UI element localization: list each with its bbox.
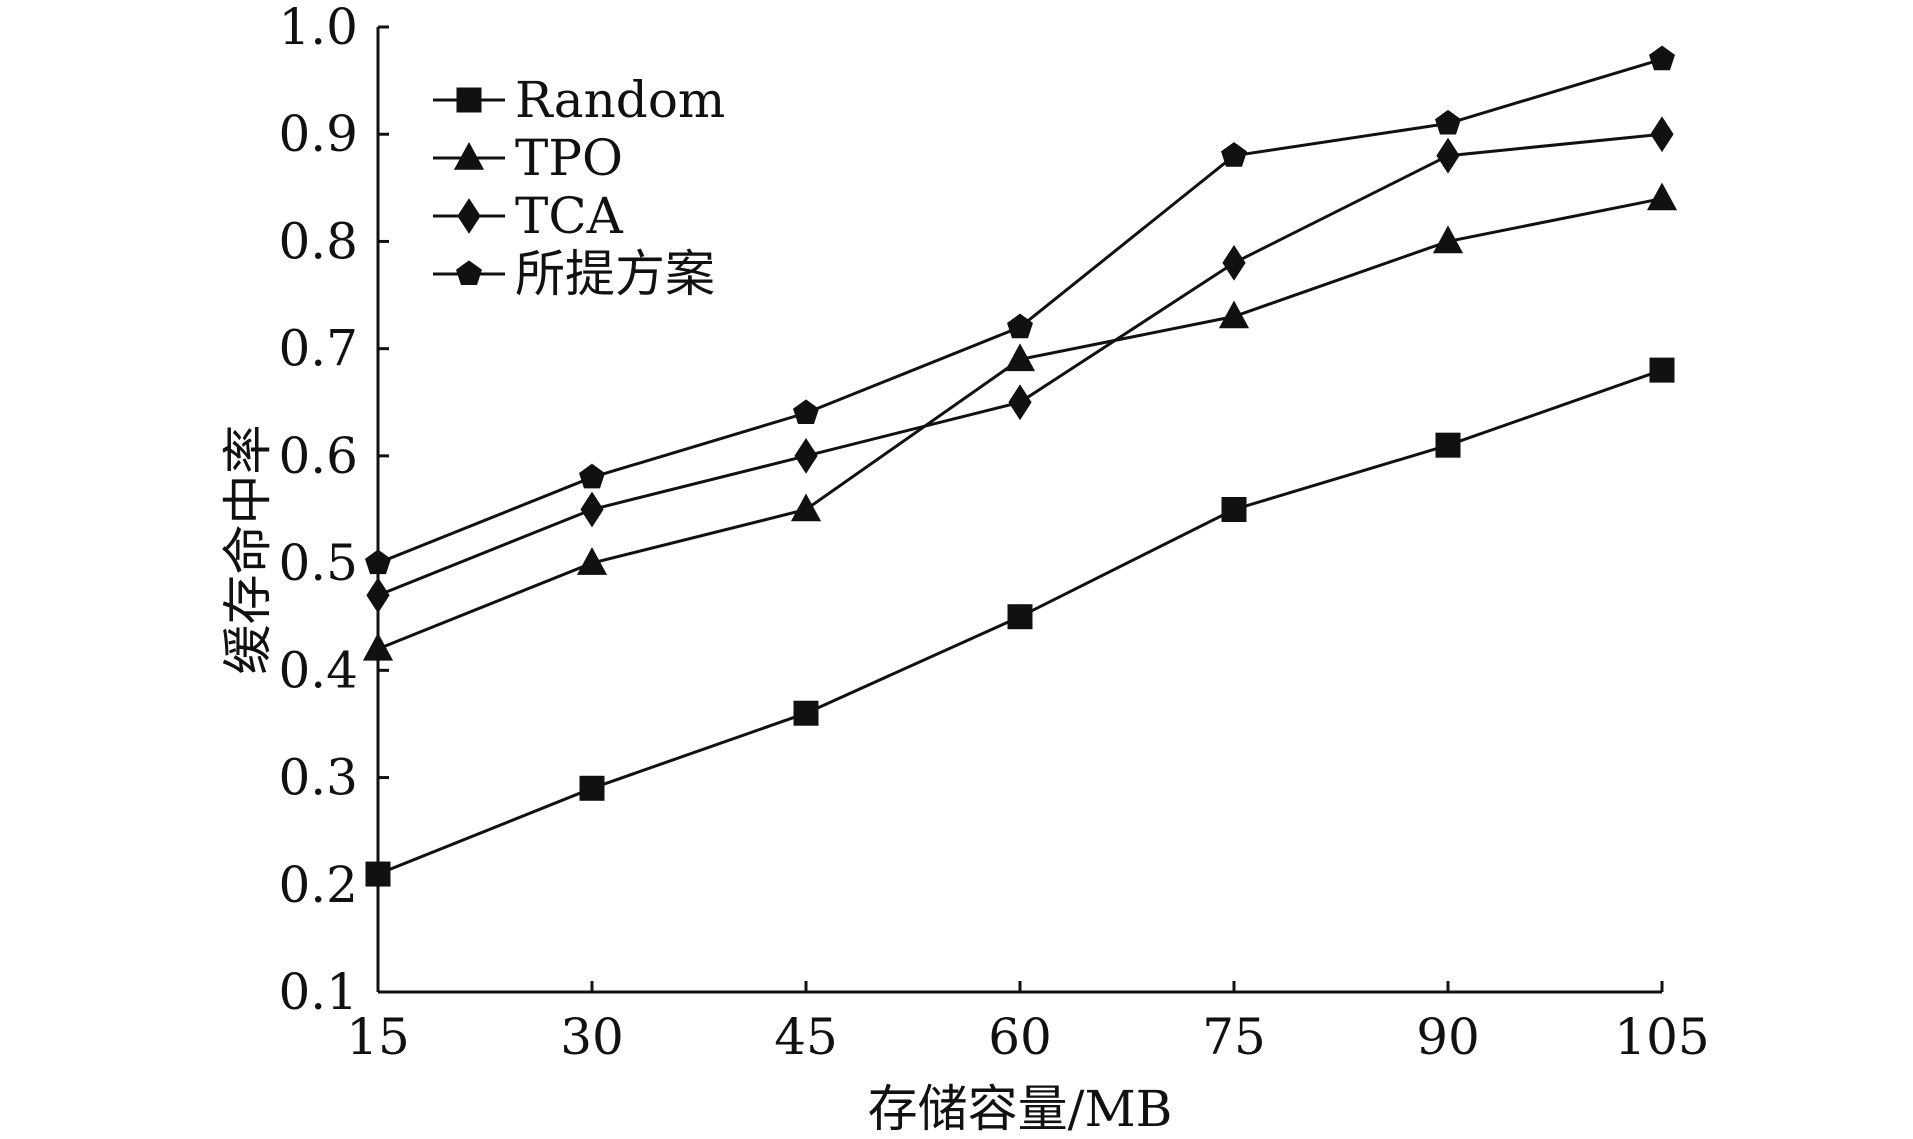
y-axis-title: 缓存命中率 [219,425,277,675]
data-point [1221,497,1247,522]
x-axis-title: 存储容量/MB [868,1080,1173,1134]
data-point [580,491,604,528]
data-point [1008,384,1032,421]
x-tick-label: 30 [560,1008,624,1066]
data-point [794,437,818,474]
y-tick-label: 0.7 [278,320,358,378]
tick-group: 0.1 0.2 0.3 0.4 0.5 0.6 0.7 0.8 0.9 1.0 15 30 45 60 75… [278,0,1709,1066]
x-tick-label: 90 [1416,1008,1480,1066]
data-point [793,700,819,726]
x-tick-label: 15 [346,1008,410,1066]
legend-marker [457,198,481,234]
legend-label: TPO [515,129,623,187]
legend-item: Random [433,71,725,129]
series-4 [365,45,1675,575]
data-point [579,463,605,489]
y-tick-label: 1.0 [278,0,358,56]
legend-label: TCA [515,187,624,245]
x-tick-label: 45 [774,1008,838,1066]
data-point [793,399,819,424]
series-1 [365,357,1675,887]
data-point [1222,244,1246,281]
series-2 [362,182,1678,661]
data-point [1436,137,1460,174]
y-tick-label: 0.4 [278,641,358,699]
y-tick-label: 0.1 [278,963,358,1021]
data-point [790,493,822,522]
x-tick-label: 60 [988,1008,1052,1066]
data-point [365,861,391,887]
legend-marker [456,87,482,113]
data-point [1649,357,1675,383]
legend-marker [456,260,482,285]
series-group [362,45,1678,887]
x-tick-label: 75 [1202,1008,1266,1066]
legend-item: TPO [433,129,623,187]
x-tick-label: 105 [1614,1008,1709,1066]
data-point [579,775,605,801]
data-point [1650,116,1674,153]
data-point [362,632,394,661]
data-point [365,549,391,575]
data-point [1435,109,1461,135]
y-tick-label: 0.3 [278,749,358,807]
data-point [1432,225,1464,254]
data-point [576,547,608,575]
legend-label: Random [515,71,725,129]
y-tick-label: 0.6 [278,427,358,485]
series-3 [366,116,1674,614]
data-point [366,577,390,614]
data-point [1218,300,1250,329]
y-tick-label: 0.5 [278,534,358,592]
legend-item: 所提方案 [433,245,715,303]
data-point [1007,604,1033,630]
legend-label: 所提方案 [515,245,715,303]
data-point [1221,142,1247,167]
data-point [1435,432,1461,458]
y-tick-label: 0.2 [278,856,358,914]
legend-marker [453,141,485,170]
y-tick-label: 0.8 [278,212,358,270]
data-point [1649,45,1675,71]
data-point [1004,343,1036,372]
y-tick-label: 0.9 [278,105,358,163]
data-point [1646,182,1678,211]
legend-item: TCA [433,187,624,245]
data-point [1007,313,1033,339]
